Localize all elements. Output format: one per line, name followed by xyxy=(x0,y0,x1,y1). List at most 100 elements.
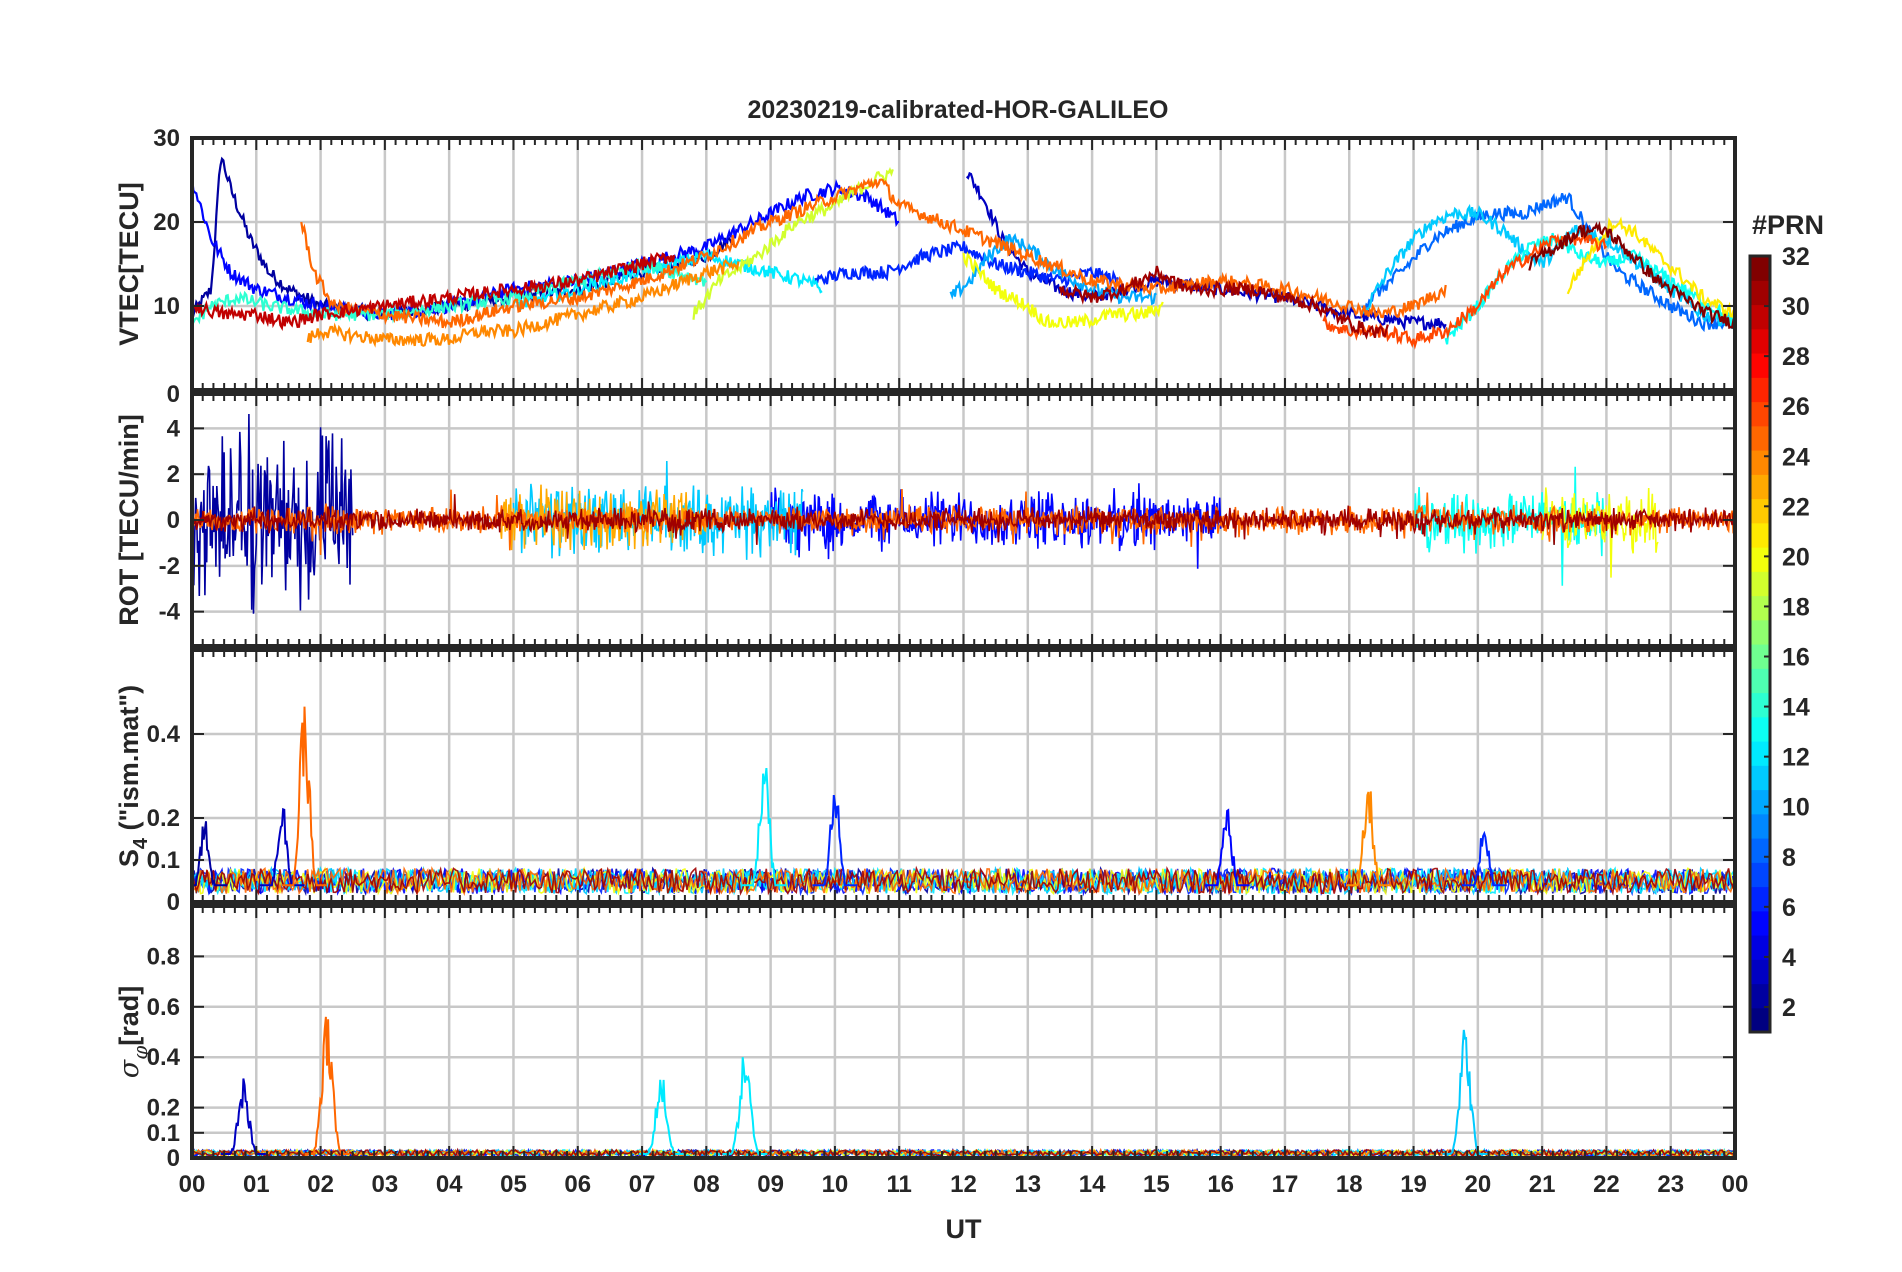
colorbar-segment xyxy=(1750,813,1770,839)
colorbar-segment xyxy=(1750,716,1770,742)
colorbar-segment xyxy=(1750,280,1770,306)
colorbar-tick-label: 8 xyxy=(1782,844,1796,872)
peak-prn-3 xyxy=(259,807,305,887)
colorbar-segment xyxy=(1750,353,1770,378)
x-tick-label: 05 xyxy=(500,1171,527,1198)
y-tick-label: 20 xyxy=(153,209,180,236)
x-tick-label: 21 xyxy=(1529,1171,1556,1198)
y-tick-label: 0.2 xyxy=(147,805,180,832)
y-axis-label: σφ[rad] xyxy=(114,986,152,1078)
tick-labels: 0 0.1 0.2 0.4 xyxy=(147,721,181,916)
colorbar-segment xyxy=(1750,425,1770,451)
colorbar-tick-label: 24 xyxy=(1782,443,1810,471)
y-tick-label: 0.1 xyxy=(147,847,180,874)
peak-prn-6 xyxy=(1461,830,1507,887)
colorbar-segment xyxy=(1750,886,1770,912)
x-tick-label: 23 xyxy=(1657,1171,1684,1198)
y-tick-label: 0 xyxy=(167,889,180,916)
colorbar-tick-label: 30 xyxy=(1782,293,1810,321)
colorbar-segment xyxy=(1750,474,1770,500)
x-tick-label: 13 xyxy=(1014,1171,1041,1198)
y-tick-label: 0.1 xyxy=(147,1120,180,1147)
peak-prn-6 xyxy=(812,794,858,887)
series-line-prn-30 xyxy=(192,251,676,331)
colorbar-segment xyxy=(1750,741,1770,766)
series-line-prn-31 xyxy=(1058,265,1389,340)
x-tick-label: 02 xyxy=(307,1171,334,1198)
panel-s4: 0 0.1 0.2 0.4 S4 ("ism.mat") xyxy=(114,648,1737,916)
grid xyxy=(190,650,1737,904)
series-line-prn-10 xyxy=(949,232,1157,306)
x-tick-label: 00 xyxy=(179,1171,206,1198)
panel-vtec: 10 20 30 VTEC[TECU] xyxy=(114,125,1737,392)
colorbar-segment xyxy=(1750,838,1770,863)
x-tick-label: 18 xyxy=(1336,1171,1363,1198)
series-line-prn-6 xyxy=(814,239,1119,289)
y-tick-label: 0 xyxy=(167,1145,180,1172)
colorbar-tick-label: 26 xyxy=(1782,393,1810,421)
x-tick-label: 11 xyxy=(887,1171,912,1198)
x-tick-label: 06 xyxy=(564,1171,591,1198)
series-line-prn-31 xyxy=(192,494,1735,545)
y-axis-label-main: σ xyxy=(114,1058,145,1078)
colorbar-gradient xyxy=(1750,256,1770,1033)
colorbar-tick-label: 22 xyxy=(1782,493,1810,521)
data-lines xyxy=(192,156,1735,350)
colorbar-tick-label: 32 xyxy=(1782,243,1810,271)
x-axis-label: UT xyxy=(946,1214,982,1244)
colorbar-segment xyxy=(1750,862,1770,888)
series-line-prn-14 xyxy=(192,258,708,325)
ticks xyxy=(191,137,1736,391)
y-tick-label: 0.6 xyxy=(147,994,180,1021)
colorbar-tick-label: 6 xyxy=(1782,894,1796,922)
y-tick-label: -2 xyxy=(159,553,180,580)
ticks xyxy=(191,394,1736,646)
x-tick-label: 17 xyxy=(1272,1171,1299,1198)
peak-prn-12 xyxy=(638,1079,684,1155)
series-line-prn-31 xyxy=(192,865,1735,896)
colorbar-segment xyxy=(1750,377,1770,403)
colorbar-segment xyxy=(1750,692,1770,718)
corner-tick-label: 0 xyxy=(167,381,180,408)
series-line-prn-13 xyxy=(1412,466,1608,586)
x-tick-label: 09 xyxy=(757,1171,784,1198)
colorbar-tick-label: 12 xyxy=(1782,744,1810,772)
colorbar-segment xyxy=(1750,401,1770,427)
y-axis-label-sub: φ xyxy=(128,1046,152,1060)
y-axis-label: VTEC[TECU] xyxy=(114,182,144,346)
y-axis-label: ROT [TECU/min] xyxy=(114,414,144,625)
x-tick-label: 01 xyxy=(243,1171,270,1198)
colorbar-tick-label: 18 xyxy=(1782,593,1810,621)
x-tick-label: 00 xyxy=(1722,1171,1749,1198)
colorbar-segment xyxy=(1750,619,1770,645)
data-lines xyxy=(192,413,1735,614)
y-tick-label: 0 xyxy=(167,507,180,534)
x-tick-label: 16 xyxy=(1207,1171,1234,1198)
series-line-prn-20 xyxy=(962,251,1164,330)
colorbar-tick-label: 14 xyxy=(1782,694,1810,722)
colorbar-segment xyxy=(1750,498,1770,524)
colorbar-segment xyxy=(1750,522,1770,548)
colorbar-tick-label: 28 xyxy=(1782,343,1810,371)
y-tick-label: 2 xyxy=(167,461,180,488)
x-tick-label: 08 xyxy=(693,1171,720,1198)
y-tick-label: 0.8 xyxy=(147,943,180,970)
ticks xyxy=(191,650,1736,903)
y-axis-label-rest: ("ism.mat") xyxy=(114,685,144,838)
x-tick-label: 22 xyxy=(1593,1171,1620,1198)
peak-prn-3 xyxy=(220,1078,266,1155)
y-axis-label-sub: 4 xyxy=(130,837,152,849)
peak-prn-25 xyxy=(282,706,327,887)
y-tick-label: 0.4 xyxy=(147,721,181,748)
y-tick-label: 0.2 xyxy=(147,1095,180,1122)
colorbar-segment xyxy=(1750,789,1770,815)
colorbar-segment xyxy=(1750,959,1770,985)
ticks xyxy=(191,906,1736,1159)
series-line-prn-26 xyxy=(1322,231,1608,350)
series-line-prn-8 xyxy=(1361,192,1735,333)
colorbar-tick-label: 16 xyxy=(1782,644,1810,672)
series-line-prn-11 xyxy=(1361,203,1735,330)
colorbar-title: #PRN xyxy=(1752,210,1824,240)
colorbar-tick-label: 10 xyxy=(1782,794,1810,822)
y-axis-label-rest: [rad] xyxy=(114,986,144,1046)
